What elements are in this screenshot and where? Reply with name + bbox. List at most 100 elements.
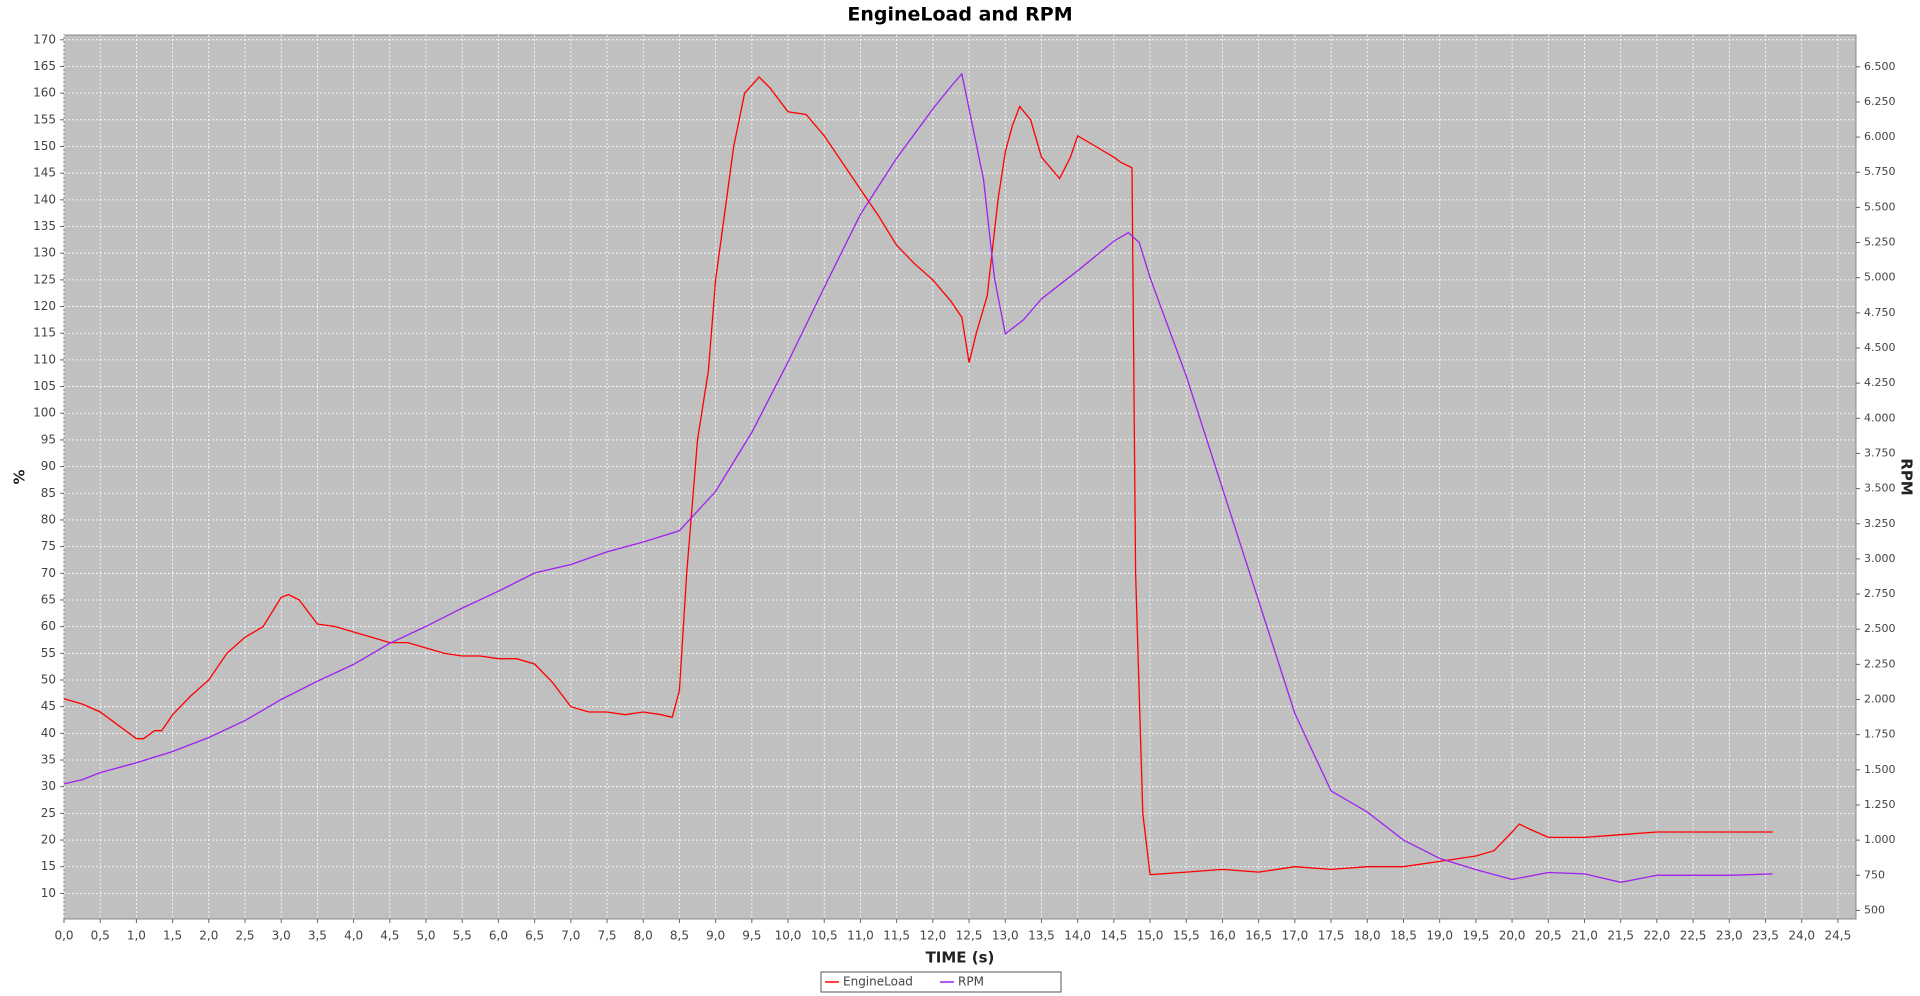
y-tick-label: 80 (41, 512, 56, 526)
y2-tick-label: 3.250 (1864, 517, 1896, 530)
x-tick-label: 19,0 (1426, 929, 1453, 943)
x-tick-label: 20,5 (1535, 929, 1562, 943)
y2-tick-label: 2.250 (1864, 657, 1896, 670)
y-tick-label: 155 (33, 112, 56, 126)
y2-tick-label: 6.500 (1864, 60, 1896, 73)
x-tick-label: 19,5 (1463, 929, 1490, 943)
x-tick-label: 2,5 (235, 929, 254, 943)
y2-tick-label: 6.250 (1864, 95, 1896, 108)
y-tick-label: 25 (41, 806, 56, 820)
y-tick-label: 145 (33, 166, 56, 180)
x-tick-label: 15,0 (1137, 929, 1164, 943)
x-tick-label: 18,0 (1354, 929, 1381, 943)
y-tick-label: 120 (33, 299, 56, 313)
y2-tick-label: 5.500 (1864, 200, 1896, 213)
x-tick-label: 12,5 (956, 929, 983, 943)
series-line (63, 76, 1773, 876)
x-tick-label: 7,5 (597, 929, 616, 943)
x-tick-label: 1,0 (127, 929, 146, 943)
x-tick-label: 23,5 (1752, 929, 1779, 943)
x-tick-label: 9,0 (706, 929, 725, 943)
y2-tick-label: 4.000 (1864, 411, 1896, 424)
x-axis-label: TIME (s) (926, 949, 995, 967)
x-tick-label: 1,5 (163, 929, 182, 943)
x-tick-label: 4,5 (380, 929, 399, 943)
y2-tick-label: 500 (1864, 903, 1885, 916)
y2-tick-label: 4.500 (1864, 341, 1896, 354)
y2-tick-label: 1.500 (1864, 763, 1896, 776)
y-tick-label: 115 (33, 326, 56, 340)
x-tick-label: 16,0 (1209, 929, 1236, 943)
x-tick-label: 3,0 (272, 929, 291, 943)
x-tick-label: 12,0 (919, 929, 946, 943)
y-tick-label: 140 (33, 192, 56, 206)
y2-tick-label: 5.000 (1864, 271, 1896, 284)
x-tick-label: 20,0 (1499, 929, 1526, 943)
x-tick-label: 10,0 (775, 929, 802, 943)
x-tick-label: 13,5 (1028, 929, 1055, 943)
x-tick-label: 0,5 (91, 929, 110, 943)
x-tick-label: 11,0 (847, 929, 874, 943)
y-tick-label: 135 (33, 219, 56, 233)
y-tick-label: 60 (41, 619, 56, 633)
x-tick-label: 22,5 (1680, 929, 1707, 943)
y2-tick-label: 3.750 (1864, 446, 1896, 459)
y-tick-label: 100 (33, 406, 56, 420)
y-tick-label: 40 (41, 726, 56, 740)
y-tick-label: 95 (41, 432, 56, 446)
x-tick-label: 6,0 (489, 929, 508, 943)
x-tick-label: 14,5 (1100, 929, 1127, 943)
y-tick-label: 130 (33, 246, 56, 260)
legend-label: RPM (958, 975, 984, 989)
x-tick-label: 14,0 (1064, 929, 1091, 943)
x-tick-label: 4,0 (344, 929, 363, 943)
x-tick-label: 21,0 (1571, 929, 1598, 943)
y2-tick-label: 1.000 (1864, 833, 1896, 846)
x-tick-label: 11,5 (883, 929, 910, 943)
y-tick-label: 85 (41, 486, 56, 500)
y-tick-label: 150 (33, 139, 56, 153)
y2-tick-label: 6.000 (1864, 130, 1896, 143)
x-tick-label: 10,5 (811, 929, 838, 943)
x-tick-label: 7,0 (561, 929, 580, 943)
y2-tick-label: 5.750 (1864, 165, 1896, 178)
y2-tick-label: 5.250 (1864, 236, 1896, 249)
x-tick-label: 18,5 (1390, 929, 1417, 943)
y-tick-label: 110 (33, 352, 56, 366)
y-tick-label: 165 (33, 59, 56, 73)
y-tick-label: 125 (33, 272, 56, 286)
x-tick-label: 5,0 (416, 929, 435, 943)
x-tick-label: 24,0 (1788, 929, 1815, 943)
y2-tick-label: 2.500 (1864, 622, 1896, 635)
x-tick-label: 13,0 (992, 929, 1019, 943)
x-tick-label: 3,5 (308, 929, 327, 943)
y-tick-label: 65 (41, 592, 56, 606)
y2-tick-label: 3.000 (1864, 552, 1896, 565)
y-tick-label: 15 (41, 859, 56, 873)
y-tick-label: 160 (33, 86, 56, 100)
x-tick-label: 21,5 (1607, 929, 1634, 943)
x-tick-label: 9,5 (742, 929, 761, 943)
y2-tick-label: 2.750 (1864, 587, 1896, 600)
x-tick-label: 17,0 (1282, 929, 1309, 943)
y-tick-label: 35 (41, 753, 56, 767)
y-tick-label: 90 (41, 459, 56, 473)
y2-tick-label: 3.500 (1864, 482, 1896, 495)
x-tick-label: 17,5 (1318, 929, 1345, 943)
x-tick-label: 8,0 (634, 929, 653, 943)
y2-axis-label: RPM (1898, 458, 1916, 495)
y2-tick-label: 4.250 (1864, 376, 1896, 389)
legend-label: EngineLoad (843, 975, 913, 989)
y2-tick-label: 1.750 (1864, 728, 1896, 741)
y-tick-label: 75 (41, 539, 56, 553)
y-tick-label: 30 (41, 779, 56, 793)
y-tick-label: 170 (33, 32, 56, 46)
x-tick-label: 15,5 (1173, 929, 1200, 943)
x-tick-label: 5,5 (453, 929, 472, 943)
y-axis-label: % (11, 469, 29, 484)
series-line (63, 72, 1773, 883)
x-tick-label: 2,0 (199, 929, 218, 943)
y2-tick-label: 4.750 (1864, 306, 1896, 319)
x-tick-label: 22,0 (1644, 929, 1671, 943)
